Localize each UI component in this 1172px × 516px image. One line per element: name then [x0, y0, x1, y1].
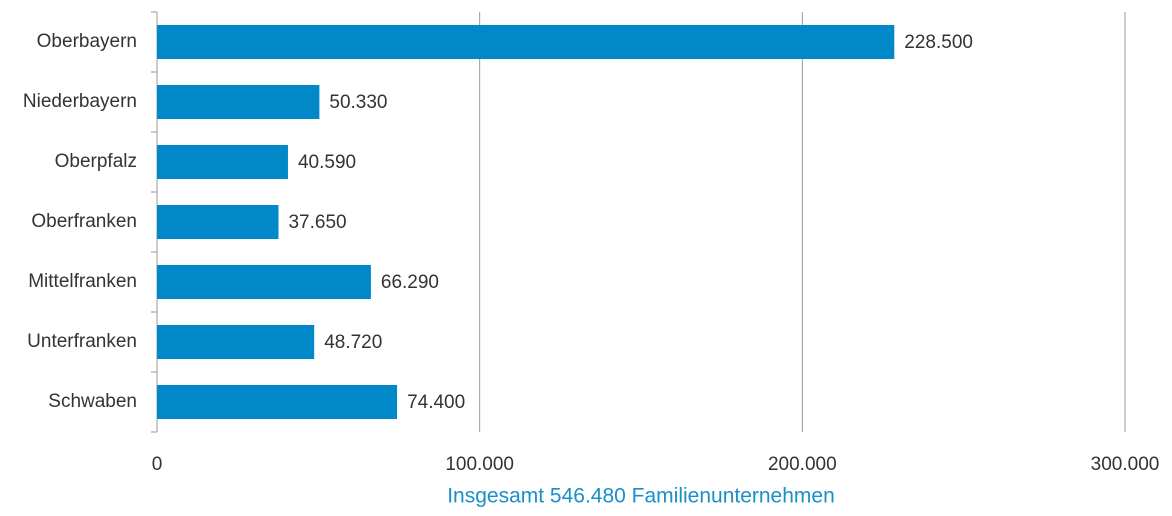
x-tick-label: 100.000	[445, 454, 514, 475]
data-label: 66.290	[381, 272, 439, 293]
data-label: 74.400	[407, 392, 465, 413]
bar	[157, 25, 895, 59]
x-axis-label: Insgesamt 546.480 Familienunternehmen	[447, 485, 835, 508]
y-tick-label: Niederbayern	[23, 91, 137, 112]
y-tick-label: Oberpfalz	[55, 151, 137, 172]
data-label: 228.500	[904, 32, 973, 53]
y-tick-label: Oberfranken	[31, 211, 137, 232]
x-tick-label: 200.000	[768, 454, 837, 475]
data-label: 50.330	[329, 92, 387, 113]
data-label: 48.720	[324, 332, 382, 353]
data-label: 37.650	[288, 212, 346, 233]
y-tick-label: Oberbayern	[37, 31, 137, 52]
bar	[157, 385, 398, 419]
bar	[157, 205, 279, 239]
bar	[157, 85, 320, 119]
bar	[157, 145, 288, 179]
y-tick-label: Schwaben	[48, 391, 137, 412]
x-tick-label: 300.000	[1091, 454, 1160, 475]
y-tick-label: Unterfranken	[27, 331, 137, 352]
data-label: 40.590	[298, 152, 356, 173]
bar	[157, 265, 371, 299]
x-tick-label: 0	[152, 454, 163, 475]
y-tick-label: Mittelfranken	[28, 271, 137, 292]
bar	[157, 325, 315, 359]
